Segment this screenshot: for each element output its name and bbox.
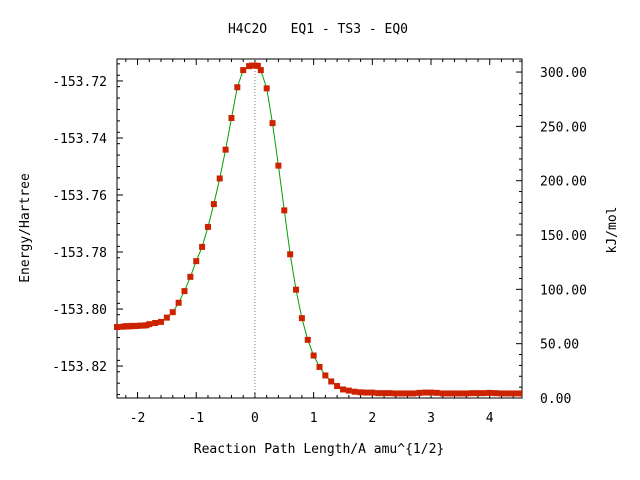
y-axis-label-left: Energy/Hartree	[18, 173, 33, 283]
data-point	[516, 390, 523, 397]
data-point	[263, 85, 270, 92]
data-point	[474, 390, 481, 397]
data-point	[504, 390, 511, 397]
data-point	[193, 258, 200, 265]
data-point	[234, 84, 241, 91]
data-point	[310, 352, 317, 359]
y-left-tick-label: -153.82	[52, 360, 107, 375]
data-point	[281, 207, 288, 214]
data-point	[339, 386, 346, 393]
data-point	[392, 390, 399, 397]
x-tick-label: -1	[188, 411, 204, 426]
data-point	[451, 390, 458, 397]
data-point	[369, 389, 376, 396]
data-point	[228, 115, 235, 122]
data-point	[486, 389, 493, 396]
data-point	[463, 390, 470, 397]
y-left-tick-label: -153.72	[52, 75, 107, 90]
axes	[116, 58, 523, 399]
data-point	[381, 390, 388, 397]
data-point	[498, 390, 505, 397]
data-point	[428, 389, 435, 396]
data-point	[222, 146, 229, 153]
data-point	[187, 273, 194, 280]
data-point	[480, 390, 487, 397]
data-point	[240, 67, 247, 74]
data-point	[345, 387, 352, 394]
data-point	[322, 372, 329, 379]
data-point	[510, 390, 517, 397]
x-tick-label: 0	[251, 411, 259, 426]
energy-curve	[116, 65, 520, 394]
ticks: -2 -1 0 1 2 3 4 -153.72 -153.74 -153.76 -153.78 -15…	[52, 59, 587, 426]
plot-area	[114, 59, 523, 398]
data-point	[433, 389, 440, 396]
data-point	[275, 162, 282, 169]
x-tick-label: 1	[310, 411, 318, 426]
y-right-tick-label: 150.00	[540, 229, 587, 244]
y-left-tick-label: -153.74	[52, 132, 107, 147]
data-point	[199, 243, 206, 250]
data-point	[351, 388, 358, 395]
y-right-tick-label: 300.00	[540, 66, 587, 81]
data-point	[169, 309, 176, 316]
data-point	[469, 390, 476, 397]
data-point	[445, 390, 452, 397]
data-point	[304, 336, 311, 343]
data-point	[439, 390, 446, 397]
data-point	[422, 389, 429, 396]
data-point	[410, 390, 417, 397]
y-right-tick-label: 200.00	[540, 175, 587, 190]
y-right-tick-label: 250.00	[540, 120, 587, 135]
data-point	[416, 389, 423, 396]
data-point	[114, 324, 120, 331]
data-point	[146, 321, 153, 328]
data-point	[216, 175, 223, 182]
data-point	[293, 286, 300, 293]
x-axis-label: Reaction Path Length/A amu^{1/2}	[194, 442, 444, 457]
y-left-tick-label: -153.78	[52, 246, 107, 261]
data-point	[163, 314, 170, 321]
data-point	[398, 390, 405, 397]
data-point	[492, 390, 499, 397]
data-point	[386, 390, 393, 397]
y-right-tick-label: 50.00	[540, 338, 579, 353]
data-point	[152, 320, 159, 327]
data-point	[375, 390, 382, 397]
data-point	[158, 318, 165, 325]
data-point	[269, 120, 276, 127]
data-point	[316, 363, 323, 370]
y-right-tick-label: 100.00	[540, 283, 587, 298]
data-point	[457, 390, 464, 397]
y-right-tick-label: 0.00	[540, 392, 571, 407]
y-left-tick-label: -153.80	[52, 303, 107, 318]
data-point	[257, 67, 264, 74]
data-point	[298, 315, 305, 322]
x-tick-label: 3	[427, 411, 435, 426]
data-point	[204, 223, 211, 230]
x-tick-label: -2	[130, 411, 146, 426]
data-point	[175, 299, 182, 306]
data-point	[363, 389, 370, 396]
data-point	[334, 383, 341, 390]
plot-frame	[116, 58, 523, 399]
y-axis-label-right: kJ/mol	[605, 207, 620, 254]
x-tick-label: 4	[486, 411, 494, 426]
data-point	[404, 390, 411, 397]
data-point	[357, 389, 364, 396]
data-point	[328, 378, 335, 385]
data-point	[210, 201, 217, 208]
data-point	[181, 288, 188, 295]
y-left-tick-label: -153.76	[52, 189, 107, 204]
x-tick-label: 2	[368, 411, 376, 426]
data-point	[254, 62, 261, 69]
chart-title: H4C2O EQ1 - TS3 - EQ0	[228, 22, 408, 37]
data-point	[287, 251, 294, 258]
